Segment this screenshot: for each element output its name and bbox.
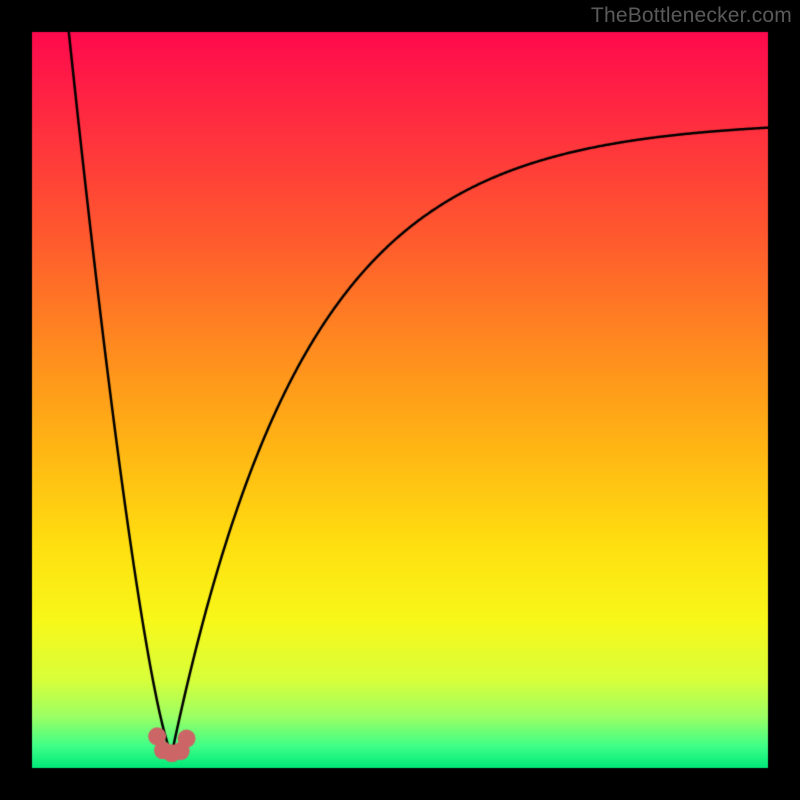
bottleneck-chart-canvas	[0, 0, 800, 800]
chart-container: TheBottlenecker.com	[0, 0, 800, 800]
watermark-label: TheBottlenecker.com	[591, 4, 792, 28]
